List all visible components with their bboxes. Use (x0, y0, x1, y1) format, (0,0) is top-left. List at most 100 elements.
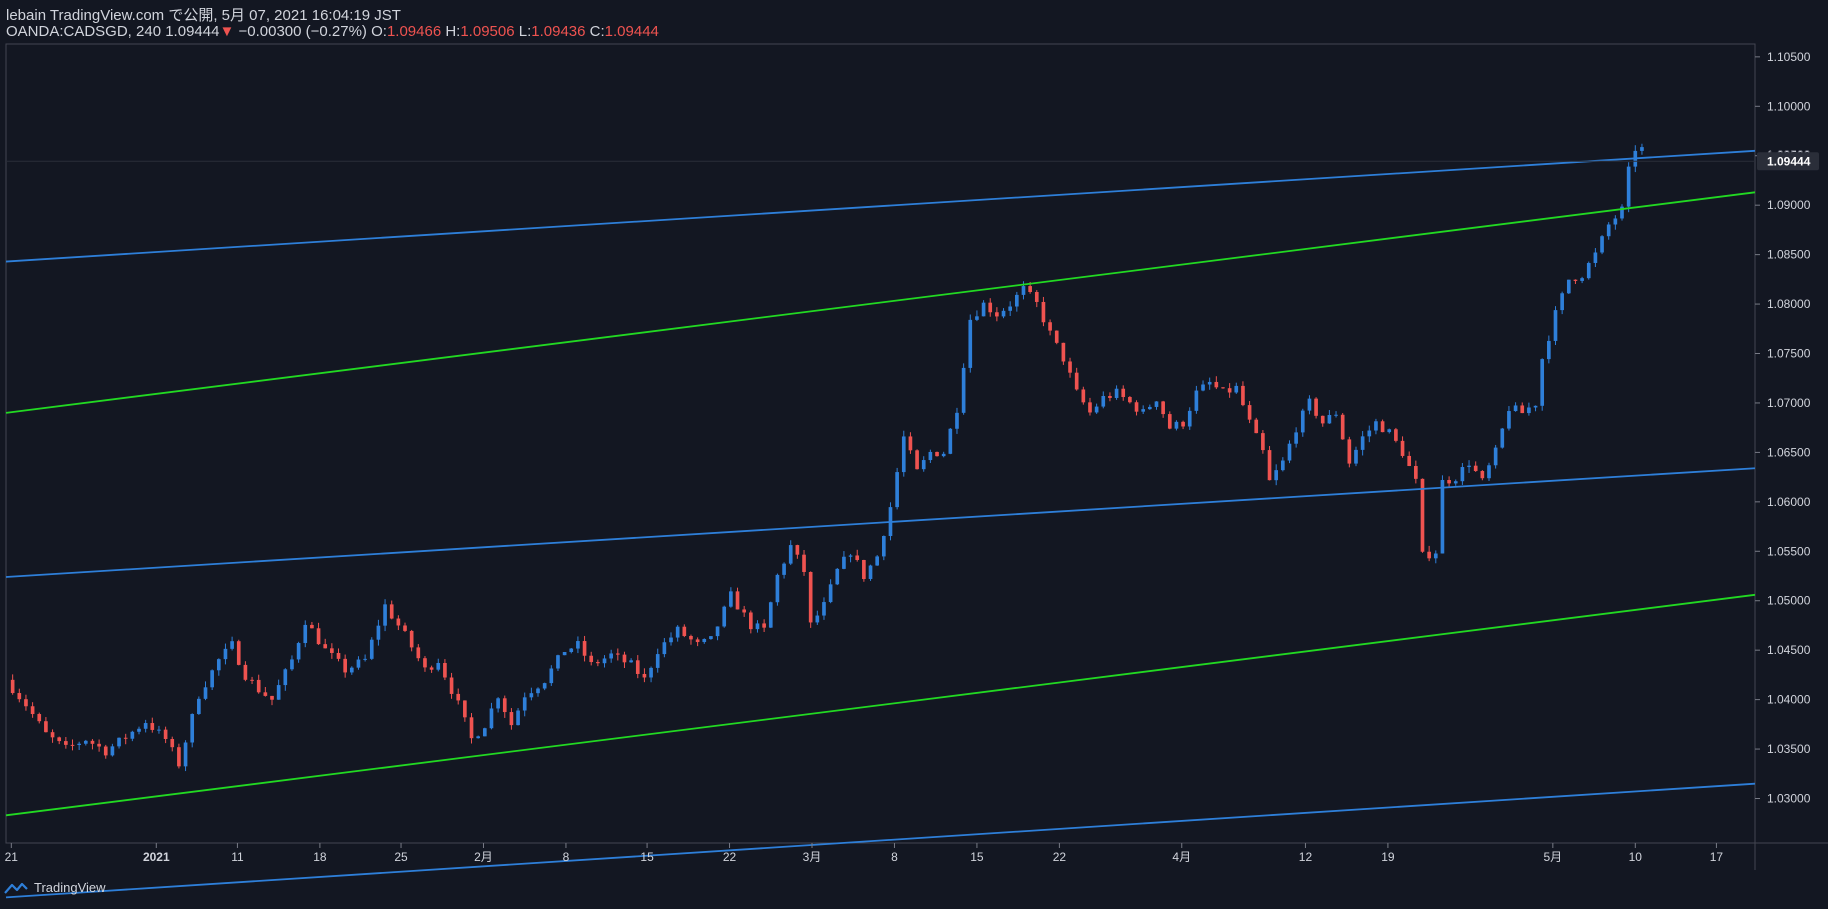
candle-body (1560, 293, 1564, 311)
candle-body (755, 623, 760, 630)
candle-body (223, 648, 228, 660)
candle-body (290, 659, 294, 670)
candle-body (1307, 398, 1312, 411)
candle-body (1221, 387, 1225, 389)
candle-body (50, 732, 55, 738)
candle-body (243, 664, 248, 680)
last-price-badge (1757, 152, 1819, 171)
candle-body (1487, 465, 1491, 479)
channel-line-blue[interactable] (5, 467, 1756, 578)
time-tick-label: 8 (891, 850, 898, 864)
candle-body (748, 612, 753, 630)
candle-body (343, 658, 347, 673)
candle-body (1247, 405, 1252, 420)
time-tick-label: 18 (313, 850, 327, 864)
candle-body (556, 655, 560, 669)
candle-body (642, 673, 647, 678)
candle-body (1327, 415, 1332, 424)
candle-body (615, 653, 620, 655)
candle-body (582, 641, 587, 656)
last-price: 1.09444 (165, 23, 220, 40)
candle-body (1566, 279, 1571, 294)
candle-body (1254, 419, 1259, 434)
candle-body (988, 302, 993, 313)
time-tick-label: 22 (723, 850, 737, 864)
candle-body (482, 728, 487, 737)
time-tick-label: 2月 (474, 850, 493, 864)
channel-lines-layer[interactable] (5, 149, 1756, 899)
time-tick-label: 15 (970, 850, 984, 864)
candle-body (536, 688, 540, 694)
candle-body (283, 669, 288, 686)
candle-body (1061, 342, 1066, 362)
time-tick-label: 10 (1629, 850, 1643, 864)
price-tick-label: 1.05500 (1767, 544, 1811, 558)
candle-body (17, 693, 22, 700)
candle-body (576, 641, 580, 649)
candle-body (729, 591, 733, 607)
channel-line-blue[interactable] (5, 782, 1756, 899)
candle-body (210, 670, 214, 688)
price-tick-label: 1.07500 (1767, 347, 1811, 361)
channel-line-green[interactable] (5, 191, 1756, 414)
candle-body (802, 554, 806, 572)
candle-body (549, 668, 554, 684)
candle-body (376, 625, 381, 640)
price-tick-label: 1.06000 (1767, 495, 1811, 509)
down-arrow-icon: ▼ (219, 23, 235, 40)
candle-body (1234, 385, 1239, 393)
candle-body (1374, 421, 1378, 431)
candle-body (256, 679, 261, 693)
candle-body (429, 667, 434, 670)
candle-body (709, 636, 713, 640)
last-price-label: 1.09444 (1767, 154, 1811, 168)
candle-body (1407, 455, 1412, 467)
candle-body (735, 591, 740, 610)
tradingview-brand[interactable]: TradingView (4, 880, 106, 895)
candle-body (1261, 433, 1265, 451)
candle-body (855, 555, 860, 560)
candle-body (1414, 466, 1418, 479)
candle-body (44, 721, 48, 733)
candle-body (143, 723, 148, 729)
candle-body (363, 658, 367, 660)
candle-body (1320, 415, 1325, 424)
time-axis[interactable]: 21 2021 11 18 25 2月 8 15 22 3月 8 15 22 4月 12 19 5月 10 17 (5, 843, 1724, 864)
candle-body (682, 626, 687, 636)
candle-body (662, 642, 667, 655)
candle-body (110, 746, 115, 756)
time-tick-label: 17 (1710, 850, 1724, 864)
price-tick-label: 1.10500 (1767, 50, 1811, 64)
candle-body (795, 545, 800, 555)
time-tick-label: 19 (1381, 850, 1395, 864)
candle-body (489, 708, 494, 729)
candle-body (130, 731, 135, 739)
last-price-marker: 1.095001.09444 (6, 147, 1819, 171)
candle-body (170, 739, 175, 748)
candle-body (622, 654, 627, 663)
candle-body (389, 604, 394, 619)
channel-line-blue[interactable] (5, 149, 1756, 263)
channel-line-green[interactable] (5, 593, 1756, 817)
candle-body (1015, 294, 1019, 307)
candle-body (1347, 439, 1352, 464)
candle-body (542, 683, 547, 689)
candle-body (908, 436, 913, 451)
candle-body (522, 697, 527, 711)
candle-body (1167, 414, 1172, 429)
time-tick-label: 3月 (803, 850, 822, 864)
candle-body (655, 654, 660, 668)
candle-body (137, 728, 141, 732)
time-tick-label: 5月 (1543, 850, 1562, 864)
candle-body (762, 623, 766, 628)
candle-body (1214, 381, 1219, 388)
candle-body (1493, 447, 1498, 466)
candle-body (649, 667, 653, 678)
candle-body (928, 451, 933, 461)
candle-body (921, 460, 926, 470)
candle-body (403, 625, 407, 631)
candle-body (562, 652, 567, 656)
candle-body (1227, 388, 1232, 393)
symbol-label[interactable]: OANDA:CADSGD, 240 (6, 23, 162, 40)
